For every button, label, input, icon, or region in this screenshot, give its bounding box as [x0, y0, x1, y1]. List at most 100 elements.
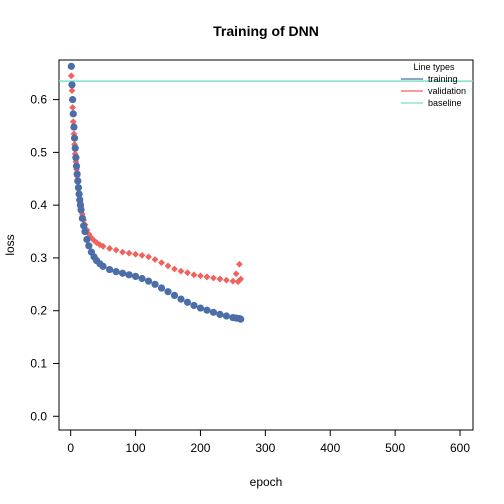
x-axis: 0 100 200 300 400 500 600	[67, 430, 470, 455]
validation-point	[237, 275, 245, 283]
y-tick-label: 0.1	[30, 356, 47, 370]
training-point	[209, 308, 218, 316]
y-axis: 0.0 0.1 0.2 0.3 0.4 0.5 0.6	[30, 93, 59, 423]
validation-point	[145, 253, 152, 261]
validation-point	[112, 246, 120, 254]
validation-point	[69, 104, 77, 111]
training-point	[183, 298, 192, 306]
series-training	[67, 62, 245, 323]
validation-point	[184, 269, 191, 277]
training-point	[73, 170, 81, 178]
training-point	[76, 196, 84, 204]
x-tick-label: 100	[126, 441, 146, 455]
training-point	[80, 222, 88, 230]
training-point	[74, 184, 83, 192]
y-tick-label: 0.0	[30, 409, 47, 423]
plot-frame	[58, 59, 474, 431]
validation-point	[171, 265, 178, 273]
training-point	[190, 301, 198, 310]
training-point	[131, 272, 140, 281]
validation-point	[96, 241, 104, 249]
training-point	[69, 95, 77, 104]
training-point	[81, 227, 89, 236]
validation-point	[177, 267, 185, 275]
training-point	[68, 81, 76, 89]
validation-point	[119, 248, 126, 256]
training-point	[164, 288, 172, 296]
y-tick-label: 0.6	[30, 93, 47, 107]
training-point	[151, 280, 159, 288]
x-axis-label: epoch	[250, 475, 283, 489]
training-point	[69, 110, 77, 118]
training-point	[216, 310, 224, 319]
validation-point	[190, 271, 198, 279]
legend-label-baseline: baseline	[428, 98, 462, 108]
validation-point	[69, 118, 77, 126]
validation-point	[68, 87, 76, 95]
training-point	[74, 177, 82, 185]
training-point	[72, 162, 81, 170]
series-layer	[67, 62, 245, 323]
x-tick-label: 400	[320, 441, 340, 455]
y-tick-label: 0.2	[30, 304, 47, 318]
training-point	[99, 262, 107, 270]
training-point	[170, 291, 179, 300]
validation-point	[138, 251, 146, 259]
validation-point	[229, 277, 237, 285]
validation-point	[164, 262, 172, 270]
validation-point	[151, 256, 159, 263]
training-point	[106, 265, 114, 274]
training-point	[85, 242, 93, 250]
x-tick-label: 500	[385, 441, 405, 455]
validation-point	[216, 275, 224, 283]
validation-point	[223, 276, 230, 284]
validation-point	[90, 237, 98, 244]
validation-point	[70, 130, 78, 138]
y-tick-label: 0.4	[30, 198, 47, 212]
y-axis-label: loss	[3, 234, 17, 255]
training-point	[83, 235, 91, 244]
validation-point	[235, 260, 243, 268]
y-tick-label: 0.3	[30, 251, 47, 265]
validation-point	[71, 150, 79, 158]
validation-point	[203, 273, 211, 281]
training-point	[144, 277, 153, 285]
legend: Line types training validation baseline	[401, 62, 466, 108]
training-point	[222, 312, 231, 320]
x-tick-label: 200	[190, 441, 210, 455]
training-point	[70, 123, 78, 131]
validation-point	[93, 239, 101, 247]
legend-title: Line types	[413, 62, 455, 72]
training-point	[112, 268, 120, 276]
validation-point	[99, 242, 107, 250]
x-tick-label: 0	[67, 441, 74, 455]
validation-point	[158, 259, 165, 267]
training-point	[77, 206, 85, 214]
legend-label-training: training	[428, 74, 458, 84]
x-tick-label: 600	[450, 441, 470, 455]
training-point	[177, 295, 185, 303]
training-point	[75, 190, 83, 198]
validation-point	[125, 249, 133, 257]
validation-point	[210, 274, 217, 282]
training-point	[157, 284, 166, 292]
training-point	[71, 144, 79, 152]
training-point	[72, 154, 80, 162]
validation-point	[232, 270, 240, 278]
validation-point	[67, 72, 75, 80]
training-point	[118, 269, 127, 277]
validation-point	[132, 250, 139, 258]
training-point	[237, 315, 245, 323]
training-point	[196, 304, 205, 312]
validation-point	[197, 272, 204, 280]
training-point	[138, 274, 146, 283]
x-tick-label: 300	[255, 441, 275, 455]
training-point	[67, 62, 75, 70]
training-point	[70, 134, 79, 142]
training-point	[78, 214, 86, 222]
y-tick-label: 0.5	[30, 145, 47, 159]
legend-label-validation: validation	[428, 86, 466, 96]
training-point	[203, 306, 211, 314]
